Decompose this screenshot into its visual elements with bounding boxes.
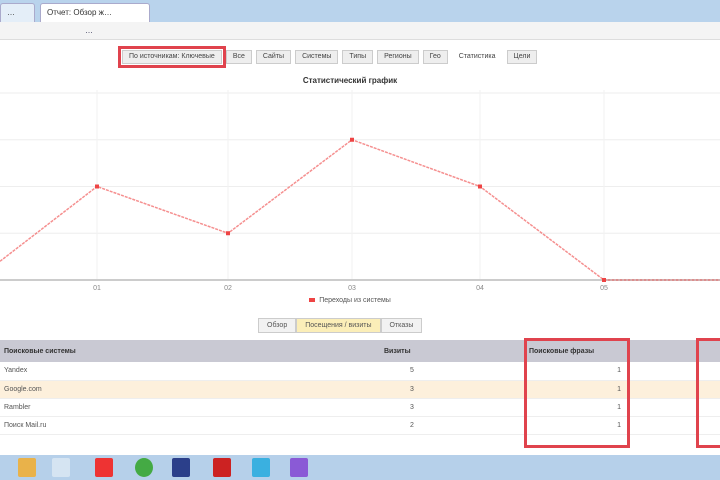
toolbar-button[interactable]: Регионы bbox=[377, 50, 419, 64]
cell-visits: 2 bbox=[380, 416, 525, 435]
legend-label: Переходы из системы bbox=[319, 297, 391, 304]
app-icon[interactable] bbox=[290, 458, 308, 477]
x-tick-label: 04 bbox=[476, 285, 484, 292]
toolbar-button[interactable]: Все bbox=[225, 50, 252, 64]
table-row[interactable]: Yandex 5 1 bbox=[0, 362, 720, 381]
chart-title: Статистический график bbox=[302, 76, 398, 85]
table-header: Поисковые системы Визиты Поисковые фразы bbox=[0, 340, 720, 362]
taskbar bbox=[0, 455, 720, 480]
toolbar-button[interactable]: Статистика bbox=[451, 50, 503, 64]
cell-phrases: 1 bbox=[525, 362, 625, 381]
data-point bbox=[95, 184, 99, 189]
highlight-box bbox=[524, 338, 630, 448]
toolbar-button[interactable]: Цели bbox=[506, 50, 538, 64]
segment-bounces[interactable]: Отказы bbox=[380, 318, 423, 333]
browser-tab-bar: … Отчет: Обзор ж… bbox=[0, 0, 720, 22]
chrome-icon[interactable] bbox=[135, 458, 153, 477]
view-switcher: Обзор Посещения / визиты Отказы bbox=[258, 318, 423, 333]
data-point bbox=[226, 231, 230, 236]
highlight-box bbox=[696, 338, 720, 448]
cell-visits: 5 bbox=[380, 362, 525, 381]
browser-tab-active[interactable]: Отчет: Обзор ж… bbox=[40, 3, 150, 22]
skype-icon[interactable] bbox=[252, 458, 270, 477]
url-text: … bbox=[85, 26, 93, 35]
app-icon[interactable] bbox=[95, 458, 113, 477]
cell-phrases: 1 bbox=[525, 416, 625, 435]
app-icon[interactable] bbox=[172, 458, 190, 477]
data-table: Поисковые системы Визиты Поисковые фразы… bbox=[0, 340, 720, 435]
cell-phrases: 1 bbox=[525, 398, 625, 417]
data-point bbox=[478, 184, 482, 189]
cell-name: Rambler bbox=[0, 398, 380, 417]
col-header[interactable]: Поисковые системы bbox=[0, 340, 380, 362]
line-chart: 01 02 03 04 05 bbox=[0, 90, 720, 292]
cell-name: Поиск Mail.ru bbox=[0, 416, 380, 435]
toolbar-button[interactable]: Гео bbox=[422, 50, 448, 64]
x-tick-label: 05 bbox=[600, 285, 608, 292]
col-header[interactable]: Поисковые фразы bbox=[525, 340, 625, 362]
cell-name: Google.com bbox=[0, 380, 380, 399]
series-line bbox=[0, 138, 720, 281]
data-point bbox=[602, 278, 606, 282]
cell-name: Yandex bbox=[0, 362, 380, 381]
toolbar-button[interactable]: Типы bbox=[342, 50, 374, 64]
legend-swatch bbox=[309, 298, 316, 302]
cell-visits: 3 bbox=[380, 398, 525, 417]
x-tick-label: 02 bbox=[224, 285, 232, 292]
segment-overview[interactable]: Обзор bbox=[258, 318, 297, 333]
group-by-button[interactable]: По источникам: Ключевые bbox=[118, 46, 226, 68]
cell-visits: 3 bbox=[380, 380, 525, 399]
x-tick-label: 01 bbox=[93, 285, 101, 292]
chart-legend: Переходы из системы bbox=[0, 297, 700, 304]
app-icon[interactable] bbox=[213, 458, 231, 477]
report-toolbar: По источникам: Ключевые Все Сайты Систем… bbox=[118, 46, 538, 68]
browser-tab[interactable]: … bbox=[0, 3, 35, 22]
app-icon[interactable] bbox=[52, 458, 70, 477]
segment-visits[interactable]: Посещения / визиты bbox=[296, 318, 381, 333]
address-bar[interactable]: … bbox=[0, 22, 720, 40]
toolbar-button[interactable]: Системы bbox=[295, 50, 339, 64]
col-header[interactable]: Визиты bbox=[380, 340, 525, 362]
data-point bbox=[350, 137, 354, 142]
x-tick-label: 03 bbox=[348, 285, 356, 292]
toolbar-button[interactable]: Сайты bbox=[255, 50, 292, 64]
cell-phrases: 1 bbox=[525, 380, 625, 399]
app-icon[interactable] bbox=[18, 458, 36, 477]
